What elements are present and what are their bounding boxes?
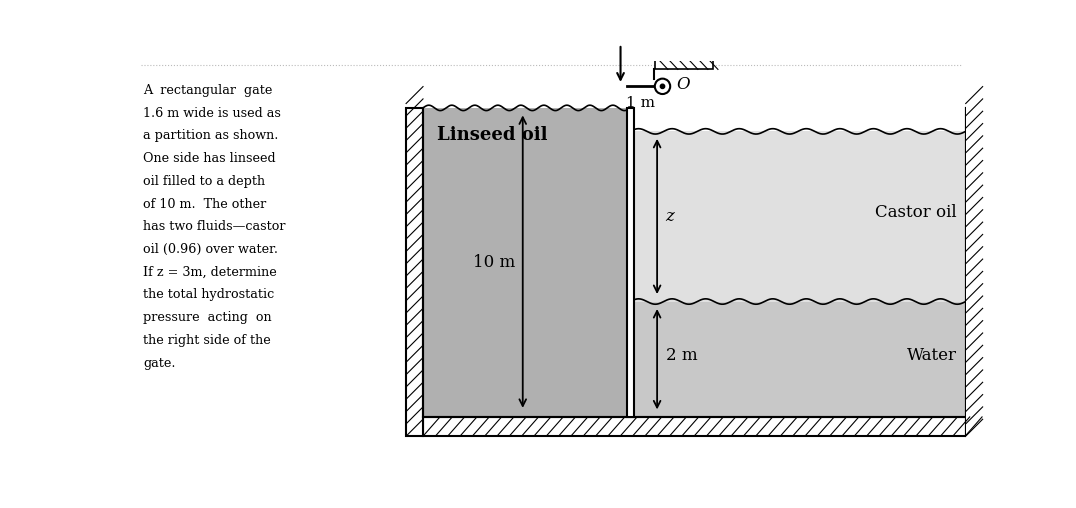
Text: If z = 3m, determine: If z = 3m, determine [143, 266, 278, 279]
Text: Water: Water [906, 347, 957, 364]
Text: Linseed oil: Linseed oil [437, 126, 548, 144]
Text: Castor oil: Castor oil [875, 204, 957, 221]
Text: a partition as shown.: a partition as shown. [143, 130, 279, 142]
Bar [626, 108, 634, 417]
Text: z: z [665, 208, 674, 225]
Bar [406, 108, 423, 436]
Text: 1 m: 1 m [626, 97, 655, 110]
Text: of 10 m.  The other: of 10 m. The other [143, 198, 267, 211]
Text: One side has linseed: One side has linseed [143, 152, 275, 165]
Bar [631, 302, 966, 417]
Text: the right side of the: the right side of the [143, 334, 271, 347]
Text: A  rectangular  gate: A rectangular gate [143, 84, 272, 97]
Text: 2 m: 2 m [666, 347, 698, 364]
Circle shape [661, 84, 665, 88]
Bar [631, 132, 966, 302]
Text: the total hydrostatic: the total hydrostatic [143, 289, 274, 301]
Text: gate.: gate. [143, 357, 175, 370]
Bar [966, 108, 982, 436]
Bar [423, 108, 631, 417]
Text: O: O [677, 76, 690, 92]
Bar [423, 417, 966, 436]
Text: pressure  acting  on: pressure acting on [143, 311, 272, 324]
Text: 10 m: 10 m [472, 254, 515, 271]
Text: 1.6 m wide is used as: 1.6 m wide is used as [143, 107, 281, 120]
Bar [655, 55, 712, 70]
Text: oil (0.96) over water.: oil (0.96) over water. [143, 243, 279, 256]
Text: oil filled to a depth: oil filled to a depth [143, 175, 266, 188]
Circle shape [655, 79, 670, 94]
Text: has two fluids—castor: has two fluids—castor [143, 220, 286, 233]
